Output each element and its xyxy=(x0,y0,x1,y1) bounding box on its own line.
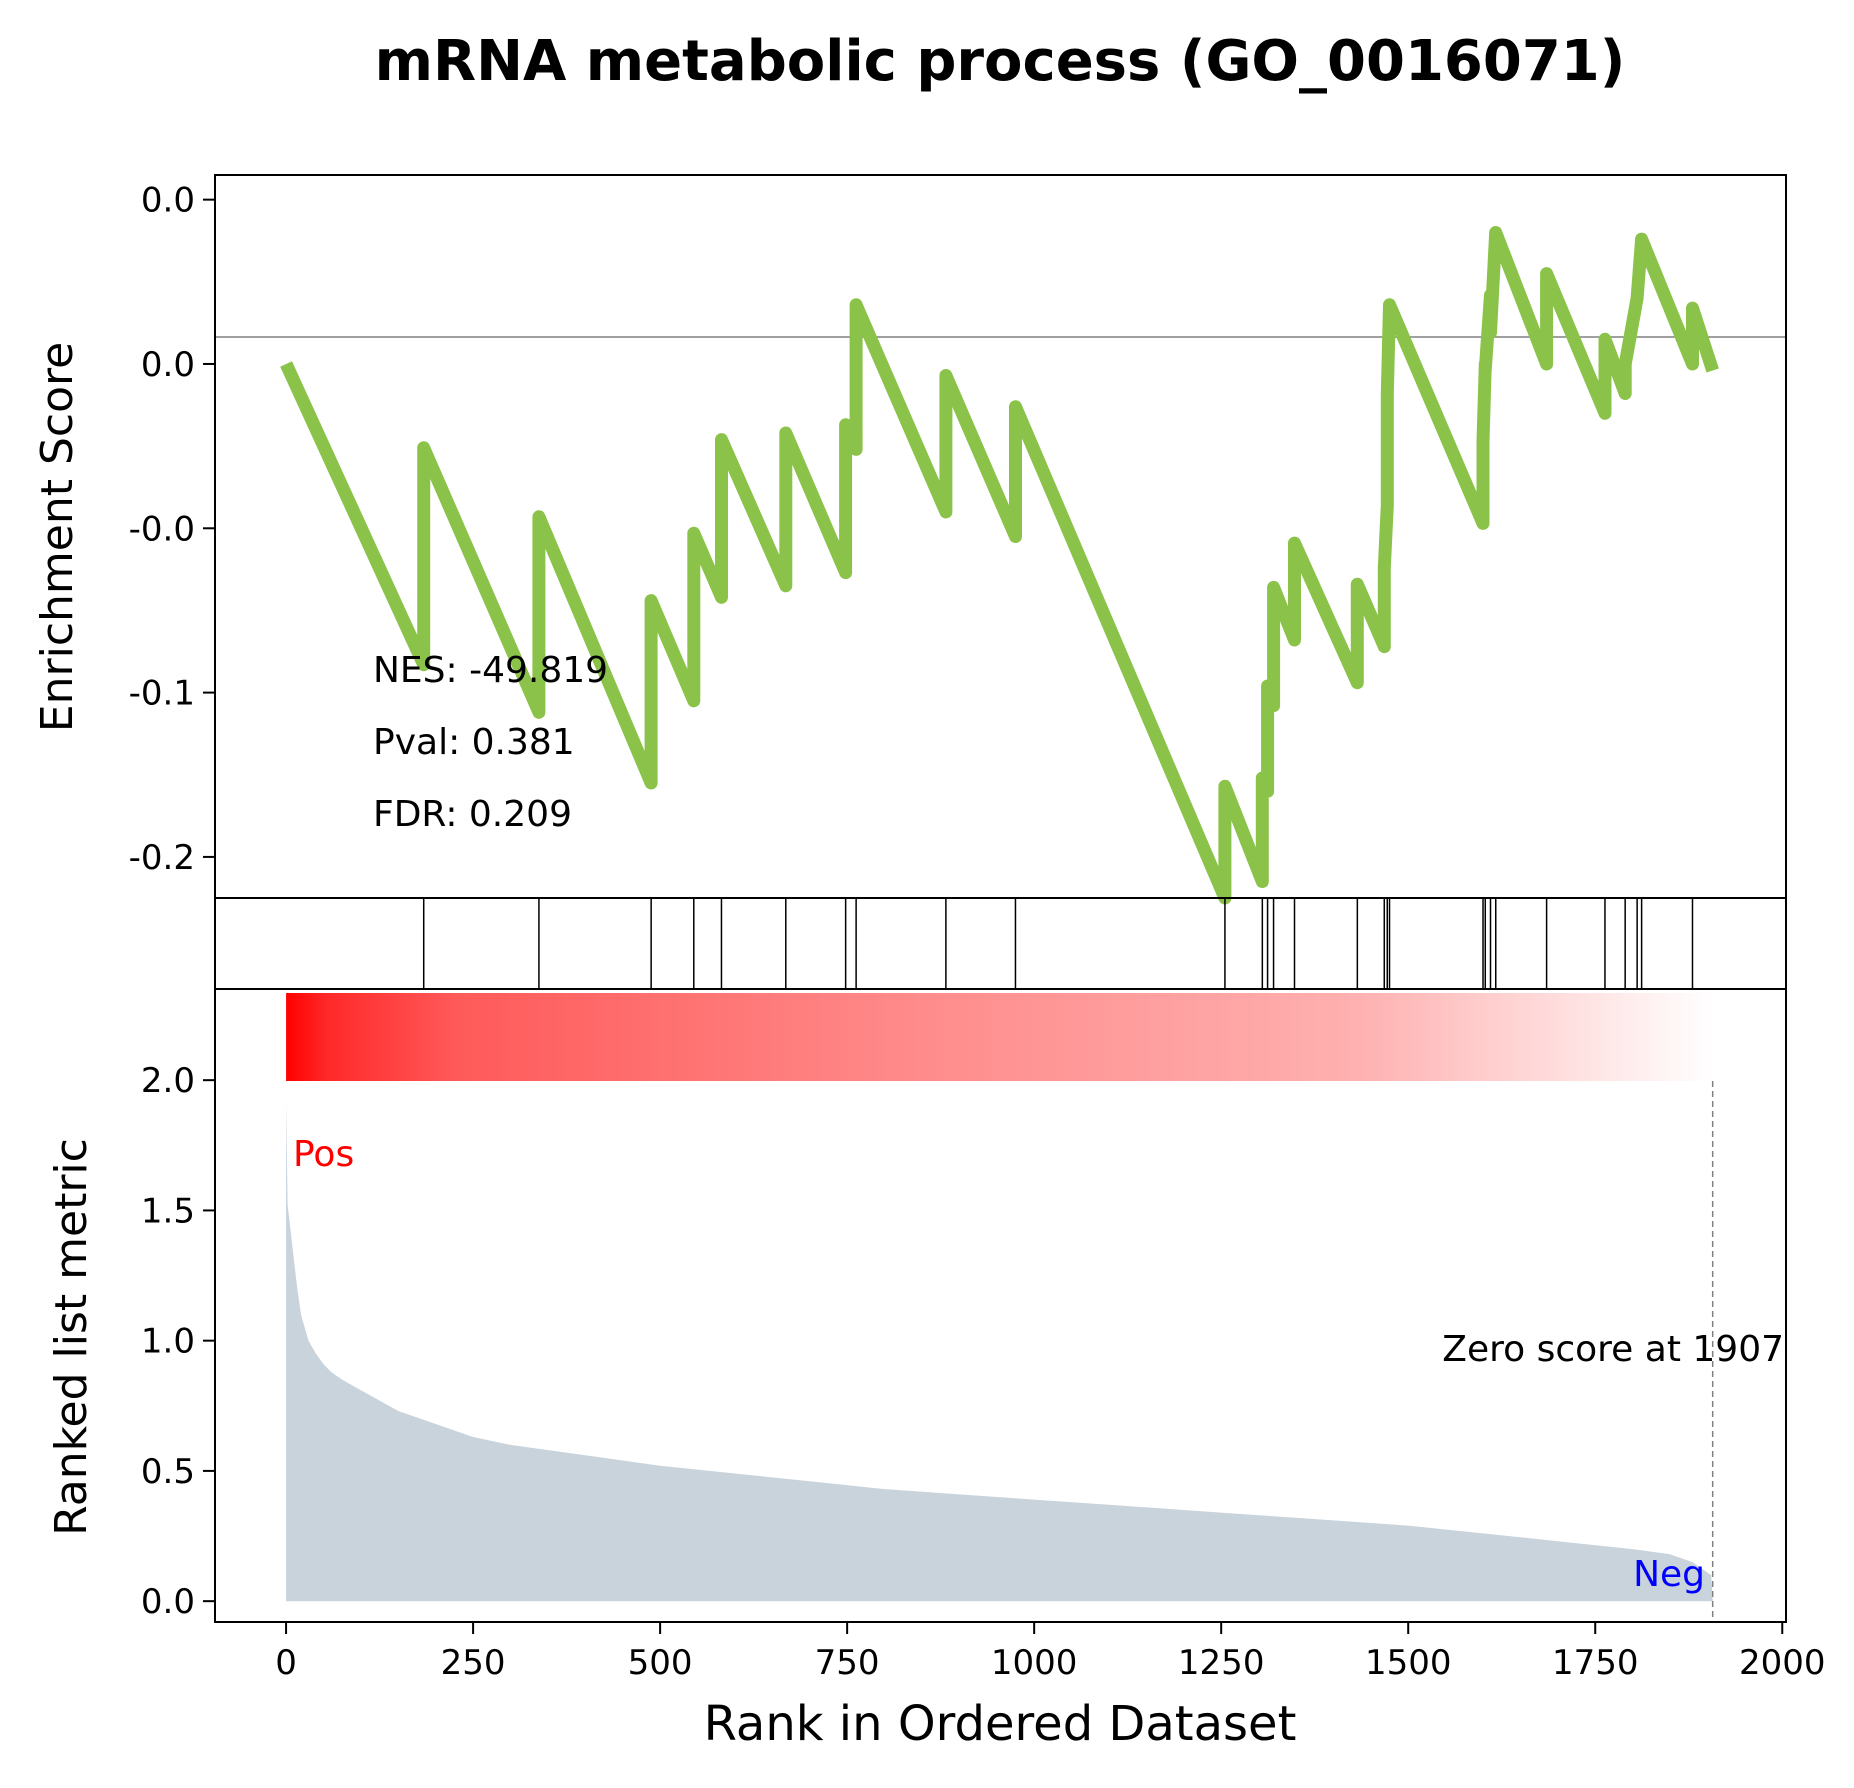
fdr-label: FDR: 0.209 xyxy=(373,794,572,835)
hits-frame xyxy=(214,897,1787,990)
rank-xtick-label: 1250 xyxy=(1178,1643,1265,1683)
zero-score-label: Zero score at 1907 xyxy=(1442,1329,1784,1370)
rank-x-axis: 0 250 500 750 1000 1250 1500 1750 2000 xyxy=(275,1622,1826,1683)
rank-plot-frame xyxy=(214,988,1787,1623)
rank-panel: Pos Neg Zero score at 1907 0.0 0.5 1.0 1.5 2… xyxy=(46,988,1826,1752)
rank-ylabel: Ranked list metric xyxy=(46,1138,97,1536)
es-ylabel: Enrichment Score xyxy=(32,342,83,732)
rank-xtick-label: 2000 xyxy=(1739,1643,1826,1683)
es-ytick-label: -0.2 xyxy=(129,838,195,878)
rank-xtick-label: 1500 xyxy=(1365,1643,1452,1683)
chart-title: mRNA metabolic process (GO_0016071) xyxy=(375,29,1626,94)
pos-label: Pos xyxy=(293,1134,354,1175)
nes-label: NES: -49.819 xyxy=(373,650,608,691)
rank-xtick-label: 750 xyxy=(815,1643,880,1683)
es-ytick-label: -0.1 xyxy=(129,674,195,714)
pval-label: Pval: 0.381 xyxy=(373,722,575,763)
rank-ytick-label: 0.0 xyxy=(141,1582,195,1622)
rank-colorbar xyxy=(286,993,1713,1081)
rank-xtick-label: 250 xyxy=(441,1643,506,1683)
rank-xtick-label: 1000 xyxy=(991,1643,1078,1683)
rank-y-axis: 0.0 0.5 1.0 1.5 2.0 xyxy=(141,1061,215,1622)
rank-ytick-label: 0.5 xyxy=(141,1452,195,1492)
es-y-axis: 0.0 0.0 -0.0 -0.1 -0.2 xyxy=(129,181,215,878)
es-ytick-label: 0.0 xyxy=(141,345,195,385)
ranked-metric-area xyxy=(286,1101,1713,1602)
rank-ytick-label: 1.0 xyxy=(141,1322,195,1362)
rank-xtick-label: 0 xyxy=(275,1643,297,1683)
neg-label: Neg xyxy=(1633,1554,1705,1595)
hit-lines xyxy=(422,898,1694,989)
rank-xlabel: Rank in Ordered Dataset xyxy=(704,1696,1297,1752)
rank-xtick-label: 500 xyxy=(628,1643,693,1683)
es-curve xyxy=(280,226,1719,905)
rank-ytick-label: 1.5 xyxy=(141,1191,195,1231)
es-ytick-label: -0.0 xyxy=(129,509,195,549)
es-ytick-label: 0.0 xyxy=(141,181,195,221)
hits-panel xyxy=(214,897,1787,990)
es-panel: 0.0 0.0 -0.0 -0.1 -0.2 Enrichment Score NES:… xyxy=(32,174,1787,905)
rank-ytick-label: 2.0 xyxy=(141,1061,195,1101)
rank-xtick-label: 1750 xyxy=(1552,1643,1639,1683)
